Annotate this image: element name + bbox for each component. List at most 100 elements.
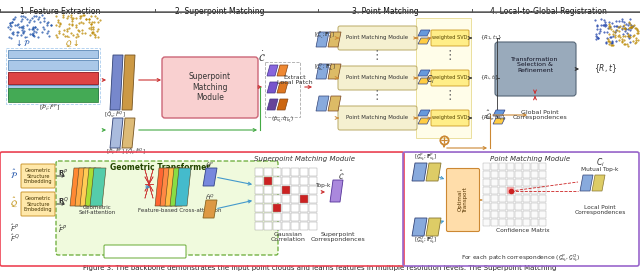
Polygon shape — [418, 118, 430, 124]
Bar — [282, 213, 290, 221]
Bar — [507, 163, 514, 170]
Bar — [8, 60, 98, 70]
Text: Transformation
Selection &
Refinement: Transformation Selection & Refinement — [511, 57, 559, 73]
Bar — [515, 179, 522, 186]
Text: $[\mathcal{G}^P_{s_k};\mathbf{F}^P_{s_k}]$: $[\mathcal{G}^P_{s_k};\mathbf{F}^P_{s_k}… — [414, 151, 438, 163]
Text: $\hat{\mathcal{C}}$: $\hat{\mathcal{C}}$ — [338, 168, 344, 182]
Bar — [539, 171, 546, 178]
Text: ⋮: ⋮ — [371, 48, 383, 61]
Bar — [491, 219, 498, 226]
Polygon shape — [122, 55, 135, 110]
Text: Extract
Local Patch: Extract Local Patch — [277, 75, 313, 85]
FancyBboxPatch shape — [447, 168, 479, 231]
Bar — [291, 204, 299, 212]
Polygon shape — [418, 110, 430, 116]
Bar — [282, 168, 290, 176]
Bar — [291, 213, 299, 221]
Bar — [264, 168, 272, 176]
Text: $\hat{F}^Q$: $\hat{F}^Q$ — [10, 232, 20, 244]
Text: $[\hat{P}_i; \hat{F}^P]$: $[\hat{P}_i; \hat{F}^P]$ — [106, 147, 125, 157]
Bar — [8, 88, 98, 102]
Polygon shape — [328, 96, 341, 111]
Bar — [515, 211, 522, 218]
Bar — [523, 187, 530, 194]
Polygon shape — [165, 168, 181, 206]
Text: $[\hat{Q}_s; \hat{F}^Q]$: $[\hat{Q}_s; \hat{F}^Q]$ — [104, 110, 126, 120]
Bar — [507, 219, 514, 226]
Text: $\hat{H}^Q$: $\hat{H}^Q$ — [205, 192, 215, 202]
Bar — [309, 195, 317, 203]
Bar — [273, 186, 281, 194]
FancyBboxPatch shape — [431, 110, 469, 126]
Text: $[\hat{Q}_i; \hat{F}^Q]$: $[\hat{Q}_i; \hat{F}^Q]$ — [125, 147, 145, 157]
Polygon shape — [316, 32, 329, 47]
Text: Geometric Transformer: Geometric Transformer — [110, 163, 210, 172]
Polygon shape — [412, 163, 427, 181]
Bar — [499, 187, 506, 194]
Text: $\hat{\mathcal{Q}}$: $\hat{\mathcal{Q}}$ — [10, 195, 18, 209]
Polygon shape — [418, 78, 430, 84]
Bar — [539, 195, 546, 202]
Text: $\{R_1, t_1\}$: $\{R_1, t_1\}$ — [480, 34, 502, 42]
Polygon shape — [277, 82, 288, 93]
Bar — [515, 195, 522, 202]
Text: ⋮: ⋮ — [444, 48, 456, 61]
Text: Local Point
Correspondences: Local Point Correspondences — [574, 205, 626, 215]
Bar — [531, 219, 538, 226]
FancyBboxPatch shape — [104, 245, 186, 258]
Text: ⋮: ⋮ — [371, 88, 383, 101]
Polygon shape — [110, 118, 123, 148]
Bar — [499, 163, 506, 170]
Bar — [507, 171, 514, 178]
Text: Repeat $N_l$ times: Repeat $N_l$ times — [119, 246, 171, 255]
Bar — [483, 195, 490, 202]
Bar — [491, 195, 498, 202]
Bar — [8, 50, 98, 58]
FancyBboxPatch shape — [21, 192, 55, 216]
Bar — [273, 177, 281, 185]
Bar — [483, 187, 490, 194]
Polygon shape — [277, 99, 288, 110]
Bar — [309, 222, 317, 230]
Text: $\hat{F}^P$: $\hat{F}^P$ — [58, 223, 67, 235]
Bar — [8, 85, 98, 99]
Text: $\hat{H}^P$: $\hat{H}^P$ — [205, 160, 214, 170]
Bar — [483, 219, 490, 226]
Polygon shape — [316, 64, 329, 79]
Bar — [255, 168, 263, 176]
Bar — [300, 186, 308, 194]
Bar — [491, 211, 498, 218]
FancyBboxPatch shape — [431, 30, 469, 46]
Bar — [282, 195, 290, 203]
Bar — [265, 62, 300, 117]
Bar — [483, 179, 490, 186]
Bar — [483, 211, 490, 218]
Text: $C_i$: $C_i$ — [596, 157, 604, 169]
Bar — [491, 179, 498, 186]
Bar — [515, 163, 522, 170]
Polygon shape — [412, 218, 427, 236]
Text: 4. Local-to-Global Registration: 4. Local-to-Global Registration — [490, 7, 607, 16]
FancyBboxPatch shape — [338, 106, 417, 130]
FancyBboxPatch shape — [338, 66, 417, 90]
Bar — [523, 211, 530, 218]
Bar — [264, 186, 272, 194]
Bar — [531, 163, 538, 170]
Text: $\mathbf{R}^Q$: $\mathbf{R}^Q$ — [58, 195, 69, 207]
Polygon shape — [580, 175, 593, 191]
Bar — [273, 168, 281, 176]
Polygon shape — [493, 110, 505, 116]
Bar — [531, 195, 538, 202]
Text: weighted SVD: weighted SVD — [432, 36, 468, 41]
Bar — [300, 177, 308, 185]
Bar — [507, 179, 514, 186]
Bar — [309, 186, 317, 194]
Polygon shape — [122, 118, 135, 148]
Bar — [273, 204, 281, 212]
Bar — [255, 204, 263, 212]
Bar — [507, 195, 514, 202]
Polygon shape — [160, 168, 176, 206]
Bar — [8, 72, 98, 84]
Text: Gaussian
Correlation: Gaussian Correlation — [271, 231, 305, 242]
Bar — [6, 48, 100, 104]
